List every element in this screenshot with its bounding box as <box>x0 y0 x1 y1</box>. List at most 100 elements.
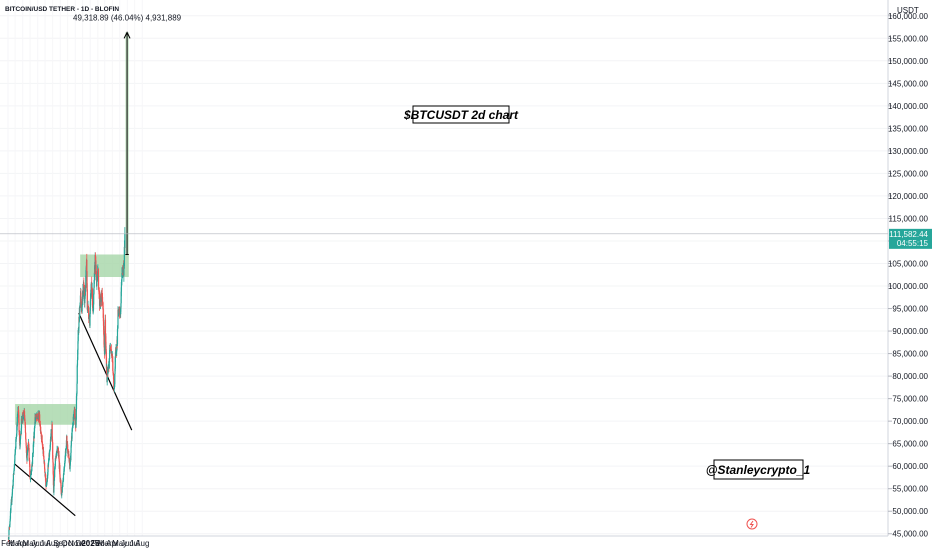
x-tick-label: Sep <box>53 539 68 548</box>
candle-body <box>54 467 56 478</box>
candle-body <box>108 358 110 363</box>
candle-body <box>70 445 72 453</box>
candle-body <box>69 464 71 469</box>
candle-body <box>12 474 15 480</box>
y-tick-label: 145,000.00 <box>888 79 929 88</box>
candle-body <box>114 368 116 374</box>
annotation-author-text: @Stanleycrypto_1 <box>706 463 811 477</box>
candle-body <box>45 480 47 486</box>
candle-body <box>25 442 27 447</box>
candle-body <box>98 293 101 306</box>
candle-body <box>88 313 90 319</box>
y-tick-label: 115,000.00 <box>889 214 929 223</box>
candle-body <box>105 356 108 369</box>
candle-body <box>113 386 115 390</box>
candle-body <box>86 289 88 310</box>
candle-body <box>69 460 71 466</box>
zones <box>15 32 129 425</box>
candle-body <box>33 431 35 439</box>
candle-body <box>9 511 12 519</box>
candle-body <box>89 298 92 307</box>
candle-body <box>34 425 36 429</box>
time-axis[interactable]: FebMarAprMayJunJulAugSepOctNovDec2025Feb… <box>0 535 888 548</box>
candle-body <box>14 461 16 465</box>
x-tick-label: Nov <box>68 539 82 548</box>
candle-body <box>30 474 32 477</box>
y-tick-label: 150,000.00 <box>888 57 929 66</box>
candle-body <box>106 378 108 383</box>
candle-body <box>26 453 28 461</box>
candle-body <box>48 454 50 460</box>
candle-body <box>116 350 118 352</box>
trendline <box>78 312 133 431</box>
candle-body <box>55 456 57 459</box>
candle-body <box>81 304 83 312</box>
candle-body <box>10 505 12 511</box>
candle-body <box>86 271 88 290</box>
candle-body <box>109 350 111 359</box>
candle-body <box>52 442 54 459</box>
candle-body <box>73 414 75 419</box>
candle-body <box>25 438 27 443</box>
candle-body <box>27 447 29 453</box>
candle-body <box>117 328 119 330</box>
candle-body <box>58 454 60 461</box>
candle-body <box>49 439 52 446</box>
candle-body <box>124 233 126 248</box>
candle-body <box>8 526 11 528</box>
candle-body <box>51 424 53 440</box>
candle-body <box>71 429 73 439</box>
candle-body <box>13 470 15 475</box>
candle-body <box>103 334 105 345</box>
candle-body <box>77 330 79 342</box>
current-price-value: 111,582.44 <box>889 230 928 239</box>
candle-body <box>60 482 62 490</box>
x-tick-label: May <box>23 539 38 548</box>
candle-body <box>44 474 47 481</box>
candle-body <box>117 309 119 329</box>
candle-body <box>53 480 55 487</box>
candle-body <box>12 479 14 487</box>
candle-body <box>54 458 56 466</box>
candle-body <box>52 462 54 474</box>
y-tick-label: 90,000.00 <box>892 327 928 336</box>
y-tick-label: 140,000.00 <box>888 102 929 111</box>
replay-icon[interactable] <box>746 518 758 530</box>
x-tick-label: Jul <box>40 539 50 548</box>
candles <box>7 227 126 543</box>
candle-body <box>89 313 91 326</box>
candle-body <box>42 450 45 456</box>
candle-body <box>93 293 95 305</box>
candle-body <box>102 308 104 318</box>
candle-body <box>16 417 18 427</box>
candle-body <box>104 333 106 351</box>
candle-body <box>82 284 84 294</box>
candle-body <box>82 290 84 302</box>
annotation-chart-label-text: $BTCUSDT 2d chart <box>403 108 519 122</box>
candle-body <box>102 301 104 307</box>
y-tick-label: 65,000.00 <box>892 440 928 449</box>
candle-body <box>107 369 109 373</box>
y-tick-label: 120,000.00 <box>888 192 929 201</box>
x-tick-label: Feb <box>91 539 105 548</box>
candle-body <box>85 275 87 288</box>
x-tick-label: May <box>112 539 127 548</box>
price-axis[interactable]: USDT 45,000.00 50,000.00 55,000.00 60,000.0… <box>887 0 932 539</box>
x-tick-label: Feb <box>1 539 15 548</box>
candle-body <box>9 521 11 525</box>
candle-body <box>22 413 24 420</box>
candle-body <box>56 449 58 452</box>
candle-body <box>104 319 107 334</box>
y-tick-label: 85,000.00 <box>892 350 928 359</box>
candle-body <box>39 414 41 424</box>
candle-body <box>13 464 15 469</box>
candle-body <box>113 379 115 388</box>
candle-body <box>47 461 50 466</box>
candle-body <box>76 359 79 366</box>
candle-body <box>120 282 123 292</box>
trendline <box>14 463 76 517</box>
candle-body <box>76 383 78 394</box>
candle-body <box>103 325 105 335</box>
x-tick-label: Mar <box>8 539 22 548</box>
candle-body <box>121 272 123 281</box>
